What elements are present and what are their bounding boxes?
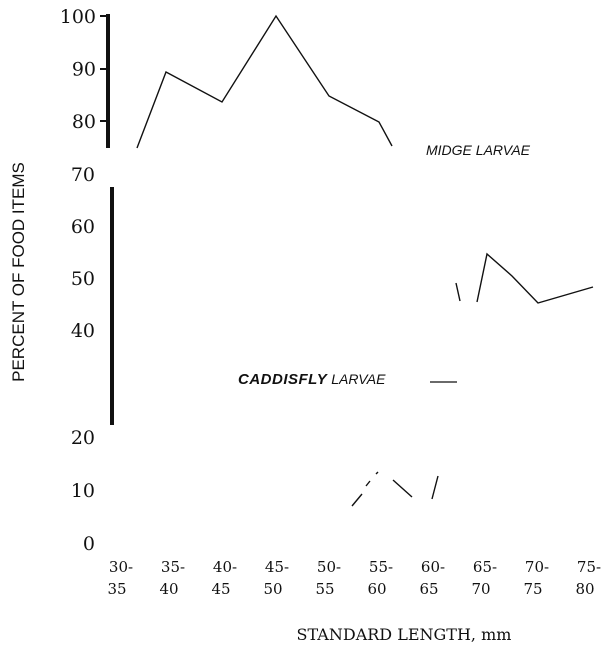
series-layer — [136, 14, 594, 507]
x-tick-label-bottom: 80 — [575, 580, 594, 598]
y-tick-label: 70 — [71, 164, 95, 186]
series-caddisfly-larvae-segment — [375, 471, 379, 475]
series-midge-larvae-lower — [476, 252, 594, 304]
x-tick-labels: 30- 35 35- 40 40- 45 45- 50 50- 55 55- 60 60- 65 65- 70… — [107, 558, 601, 598]
series-midge-larvae-fragment — [455, 282, 461, 302]
x-tick-label-top: 40- — [213, 558, 237, 576]
y-tick-label: 90 — [72, 59, 96, 81]
x-tick-label-top: 35- — [161, 558, 185, 576]
series-caddisfly-larvae-segment — [392, 479, 413, 498]
y-tick-label: 10 — [71, 480, 95, 502]
x-tick-label-top: 50- — [317, 558, 341, 576]
x-tick-label-bottom: 65 — [419, 580, 438, 598]
x-tick-label-top: 60- — [421, 558, 445, 576]
y-axis-label: PERCENT OF FOOD ITEMS — [9, 162, 28, 382]
x-tick-label-top: 70- — [525, 558, 549, 576]
y-tick-label: 100 — [60, 6, 96, 28]
plot-area — [100, 14, 457, 425]
y-tick-label: 60 — [71, 216, 95, 238]
x-tick-label-top: 65- — [473, 558, 497, 576]
x-tick-label-bottom: 70 — [471, 580, 490, 598]
series-midge-larvae-upper — [136, 14, 393, 149]
y-tick-label: 20 — [71, 427, 95, 449]
y-tick-label: 40 — [71, 320, 95, 342]
x-tick-label-bottom: 55 — [315, 580, 334, 598]
x-axis-label: STANDARD LENGTH, mm — [297, 625, 512, 644]
x-tick-label-bottom: 50 — [263, 580, 282, 598]
series-caddisfly-larvae-segment — [431, 475, 439, 500]
x-tick-label-bottom: 60 — [367, 580, 386, 598]
y-tick-label: 80 — [72, 111, 96, 133]
series-caddisfly-larvae-segment — [365, 480, 371, 487]
x-tick-label-top: 30- — [109, 558, 133, 576]
x-tick-label-bottom: 35 — [107, 580, 126, 598]
x-tick-label-bottom: 75 — [523, 580, 542, 598]
midge-larvae-annotation: MIDGE LARVAE — [426, 142, 531, 158]
y-tick-label: 0 — [83, 533, 95, 555]
caddisfly-word: CADDISFLY — [238, 371, 329, 388]
x-tick-label-top: 45- — [265, 558, 289, 576]
larvae-word: LARVAE — [331, 371, 386, 387]
y-tick-label: 50 — [71, 268, 95, 290]
x-tick-label-bottom: 45 — [211, 580, 230, 598]
x-tick-label-top: 75- — [577, 558, 601, 576]
x-tick-label-bottom: 40 — [159, 580, 178, 598]
x-tick-label-top: 55- — [369, 558, 393, 576]
caddisfly-larvae-annotation: CADDISFLY LARVAE — [238, 371, 386, 388]
series-caddisfly-larvae-segment — [351, 493, 363, 507]
